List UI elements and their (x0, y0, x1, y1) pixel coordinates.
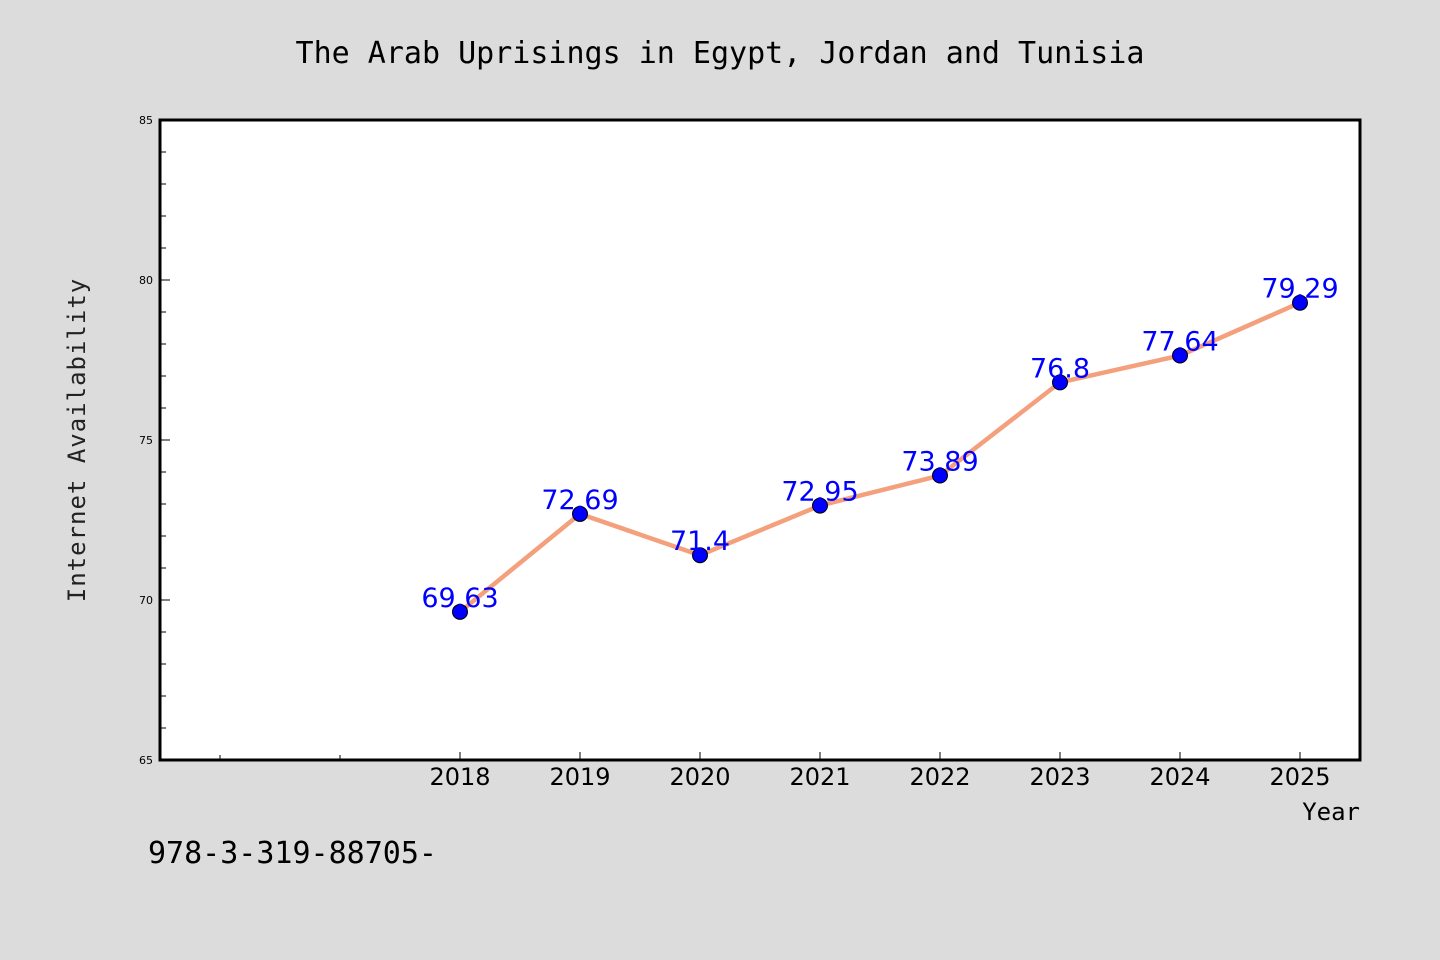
y-tick-label: 85 (139, 114, 153, 127)
y-tick-label: 70 (139, 594, 153, 607)
y-axis: 65 70 75 80 85 (139, 114, 170, 767)
data-point (692, 547, 708, 564)
series-line (457, 300, 1303, 615)
x-axis-label: Year (1302, 798, 1360, 826)
data-point (1172, 347, 1188, 364)
data-label: 72.95 (781, 477, 858, 508)
y-tick-label: 65 (139, 754, 153, 767)
data-label: 69.63 (421, 583, 498, 614)
data-point (1052, 374, 1068, 391)
data-label: 73.89 (901, 447, 978, 478)
x-tick-label: 2024 (1149, 763, 1210, 791)
data-point (932, 467, 948, 484)
x-tick-label: 2022 (909, 763, 970, 791)
y-axis-label: Internet Availability (63, 278, 91, 602)
x-axis: 2018 2019 2020 2021 2022 2023 2024 2025 (219, 752, 1331, 791)
footnote-text: 978-3-319-88705- (148, 836, 437, 871)
data-label: 77.64 (1141, 327, 1218, 358)
plot-frame (158, 118, 1362, 762)
data-label: 76.8 (1030, 353, 1090, 384)
x-tick-label: 2020 (669, 763, 730, 791)
y-tick-label: 80 (139, 274, 153, 287)
data-label: 79.29 (1261, 274, 1338, 305)
x-tick-label: 2019 (549, 763, 610, 791)
x-tick-label: 2023 (1029, 763, 1090, 791)
data-labels: 69.63 72.69 71.4 72.95 73.89 76.8 77.64 79.29 (421, 274, 1338, 614)
plot-area (160, 120, 1360, 760)
data-label: 71.4 (670, 526, 730, 557)
y-tick-label: 75 (139, 434, 153, 447)
data-point (452, 603, 468, 620)
x-tick-label: 2018 (429, 763, 490, 791)
chart-title: The Arab Uprisings in Egypt, Jordan and … (296, 36, 1145, 71)
data-point (1292, 294, 1308, 311)
data-point (812, 497, 828, 514)
data-markers (452, 294, 1308, 620)
x-tick-label: 2021 (789, 763, 850, 791)
x-tick-label: 2025 (1269, 763, 1330, 791)
data-label: 72.69 (541, 485, 618, 516)
data-point (572, 505, 588, 522)
